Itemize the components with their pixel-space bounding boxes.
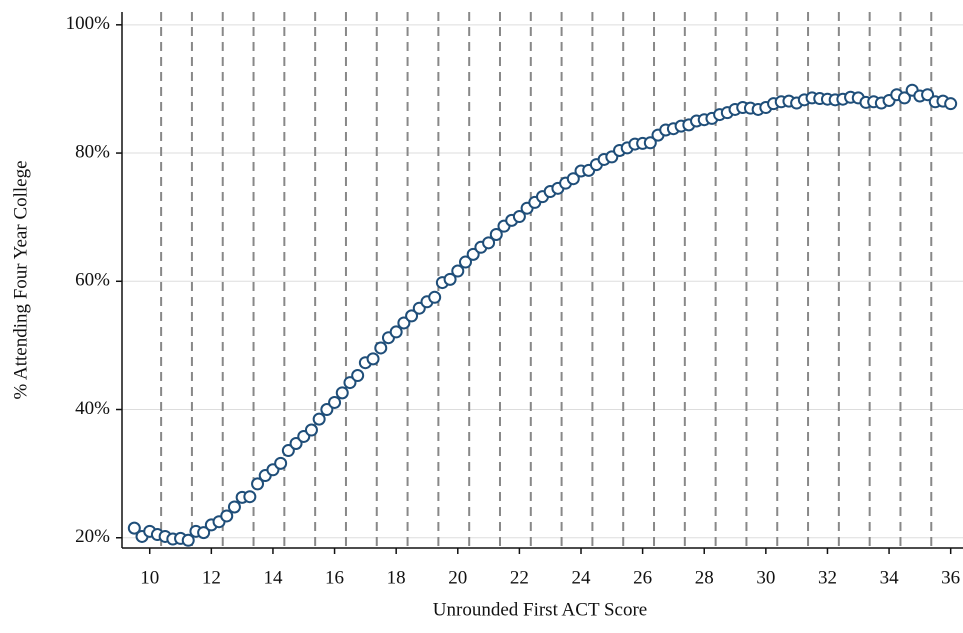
y-tick-label: 100% [66, 13, 111, 34]
data-point [251, 477, 265, 491]
x-tick-label: 34 [880, 567, 900, 588]
data-point [374, 341, 388, 355]
data-point [289, 436, 303, 450]
data-point [897, 91, 911, 105]
data-point [405, 309, 419, 323]
data-point [304, 423, 318, 437]
x-tick-label: 24 [572, 567, 592, 588]
data-point [281, 444, 295, 458]
x-tick-label: 20 [448, 567, 467, 588]
data-point [220, 509, 234, 523]
data-point [451, 264, 465, 278]
data-point [312, 412, 326, 426]
data-point [127, 521, 141, 535]
x-tick-label: 16 [325, 567, 344, 588]
data-point [197, 526, 211, 540]
y-tick-label: 80% [75, 141, 110, 162]
data-point [366, 352, 380, 366]
data-point [351, 369, 365, 383]
y-tick-label: 60% [75, 270, 110, 291]
data-point [489, 227, 503, 241]
x-tick-label: 26 [633, 567, 652, 588]
x-tick-label: 36 [941, 567, 960, 588]
x-tick-label: 12 [202, 567, 221, 588]
data-point [320, 403, 334, 417]
x-tick-label: 18 [387, 567, 406, 588]
y-axis-label: % Attending Four Year College [10, 160, 31, 399]
data-point [328, 395, 342, 409]
data-point [643, 136, 657, 150]
data-point [428, 290, 442, 304]
data-point [921, 88, 935, 102]
data-point [243, 490, 257, 504]
x-tick-label: 22 [510, 567, 529, 588]
x-tick-label: 28 [695, 567, 714, 588]
data-point [227, 500, 241, 514]
x-tick-label: 30 [756, 567, 775, 588]
data-point [335, 386, 349, 400]
x-axis-label: Unrounded First ACT Score [433, 599, 647, 620]
y-tick-label: 40% [75, 398, 110, 419]
data-point [389, 325, 403, 339]
data-point [443, 272, 457, 286]
x-tick-label: 14 [263, 567, 283, 588]
data-point [466, 247, 480, 261]
data-point [944, 97, 958, 111]
data-point [343, 376, 357, 390]
x-tick-label: 10 [140, 567, 159, 588]
x-tick-label: 32 [818, 567, 837, 588]
data-point [566, 172, 580, 186]
data-point [274, 456, 288, 470]
data-point [397, 316, 411, 330]
data-point [181, 533, 195, 547]
data-point [458, 255, 472, 269]
y-tick-label: 20% [75, 526, 110, 547]
data-point [512, 210, 526, 224]
data-point [482, 236, 496, 250]
